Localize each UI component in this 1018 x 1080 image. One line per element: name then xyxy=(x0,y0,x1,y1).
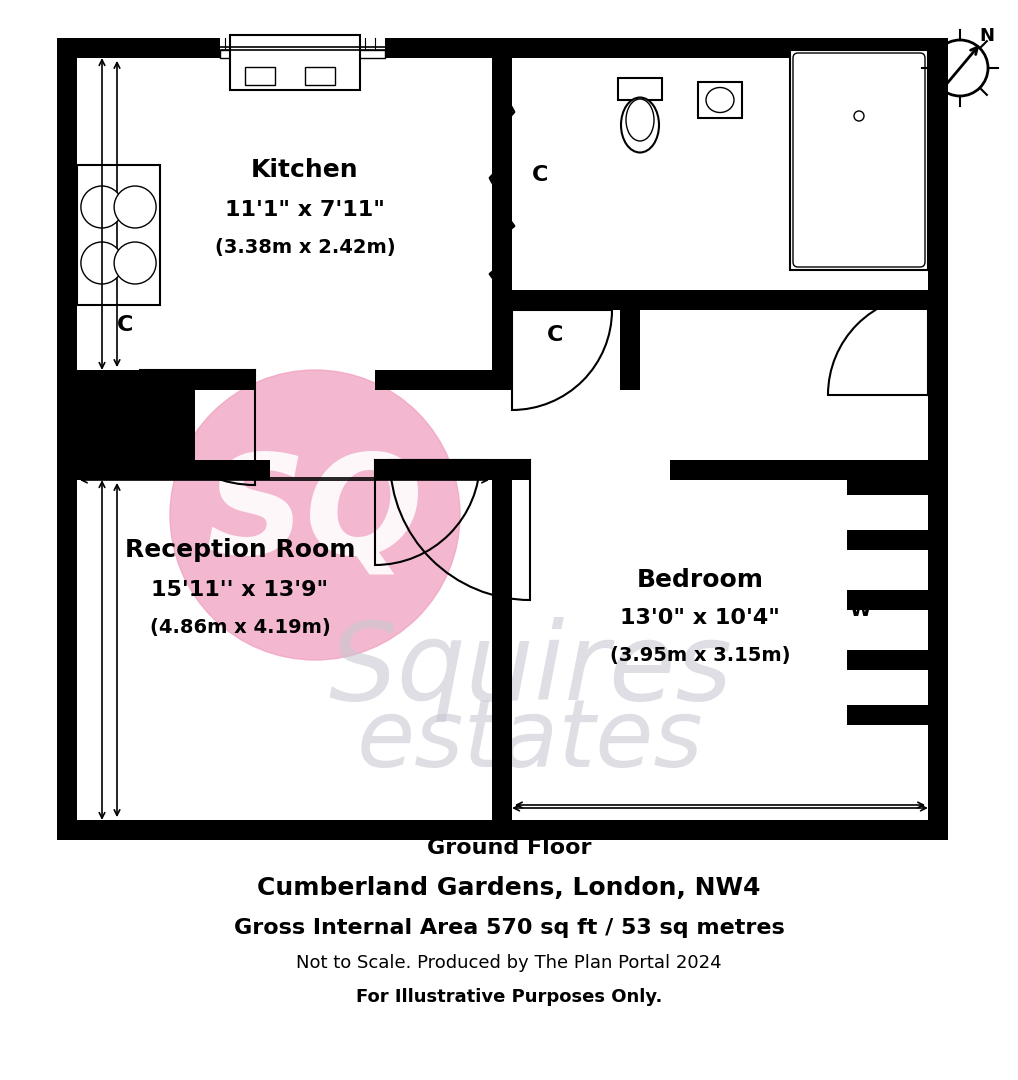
Bar xyxy=(670,460,928,480)
Bar xyxy=(847,590,928,610)
Bar xyxy=(847,530,928,550)
Ellipse shape xyxy=(626,99,654,141)
Text: C: C xyxy=(117,315,133,335)
Bar xyxy=(790,50,928,270)
Bar xyxy=(77,165,160,305)
Text: (3.38m x 2.42m): (3.38m x 2.42m) xyxy=(215,239,395,257)
Bar xyxy=(618,78,662,100)
Text: N: N xyxy=(979,27,995,45)
Text: Kitchen: Kitchen xyxy=(251,158,358,183)
Text: W: W xyxy=(849,600,870,620)
Bar xyxy=(847,705,928,725)
Bar xyxy=(220,38,385,58)
Bar xyxy=(57,38,77,840)
Circle shape xyxy=(114,186,156,228)
Bar xyxy=(57,820,928,840)
Text: Cumberland Gardens, London, NW4: Cumberland Gardens, London, NW4 xyxy=(258,876,760,900)
Bar xyxy=(620,310,640,390)
Bar xyxy=(245,67,275,85)
Bar xyxy=(305,67,335,85)
Bar xyxy=(847,475,928,495)
Circle shape xyxy=(854,111,864,121)
Bar xyxy=(77,370,175,460)
Bar xyxy=(175,370,195,460)
Bar xyxy=(230,35,360,90)
Text: Reception Room: Reception Room xyxy=(125,538,355,562)
Bar xyxy=(698,82,742,118)
FancyBboxPatch shape xyxy=(793,53,925,267)
Bar xyxy=(512,460,530,480)
Text: For Illustrative Purposes Only.: For Illustrative Purposes Only. xyxy=(356,988,662,1005)
Ellipse shape xyxy=(706,87,734,112)
Text: SQ: SQ xyxy=(206,447,425,582)
Text: Squires: Squires xyxy=(328,618,732,723)
Text: (3.95m x 3.15m): (3.95m x 3.15m) xyxy=(610,647,790,665)
Text: Not to Scale. Produced by The Plan Portal 2024: Not to Scale. Produced by The Plan Porta… xyxy=(296,954,722,972)
Text: C: C xyxy=(531,165,548,185)
Text: Ground Floor: Ground Floor xyxy=(427,838,591,858)
Text: estates: estates xyxy=(356,694,703,785)
Bar xyxy=(492,460,512,820)
Bar xyxy=(220,58,385,66)
Text: Bedroom: Bedroom xyxy=(636,568,764,592)
Bar xyxy=(847,650,928,670)
Bar xyxy=(57,370,255,390)
Text: 15'11'' x 13'9": 15'11'' x 13'9" xyxy=(152,580,329,600)
Bar xyxy=(512,291,928,310)
Circle shape xyxy=(80,242,123,284)
Circle shape xyxy=(170,370,460,660)
Bar xyxy=(492,38,512,370)
Bar xyxy=(928,38,948,840)
Bar xyxy=(57,38,928,58)
Text: Gross Internal Area 570 sq ft / 53 sq metres: Gross Internal Area 570 sq ft / 53 sq me… xyxy=(233,918,785,939)
Text: (4.86m x 4.19m): (4.86m x 4.19m) xyxy=(150,619,331,637)
Bar xyxy=(375,460,512,480)
Text: 13'0" x 10'4": 13'0" x 10'4" xyxy=(620,608,780,627)
Bar xyxy=(375,370,512,390)
Circle shape xyxy=(114,242,156,284)
Text: 11'1" x 7'11": 11'1" x 7'11" xyxy=(225,200,385,220)
Bar xyxy=(57,460,270,480)
Bar xyxy=(220,50,385,58)
Circle shape xyxy=(80,186,123,228)
Ellipse shape xyxy=(621,97,659,152)
Text: C: C xyxy=(547,325,563,345)
